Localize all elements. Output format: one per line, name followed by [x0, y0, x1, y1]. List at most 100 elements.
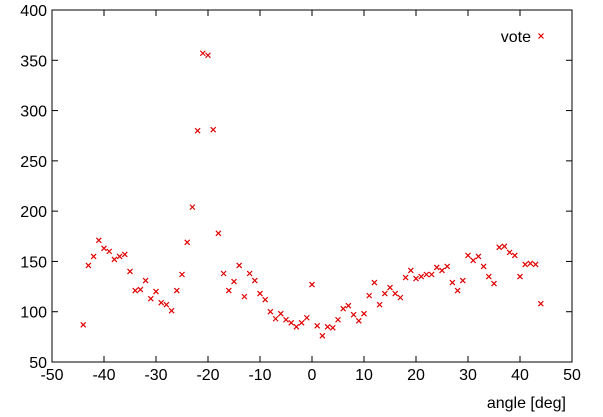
data-point [522, 261, 529, 268]
marker-stroke [506, 249, 513, 256]
marker-stroke [116, 253, 123, 260]
data-point [121, 251, 128, 258]
data-point [246, 270, 253, 277]
data-point [194, 127, 201, 134]
marker-stroke [158, 299, 165, 306]
marker-stroke [335, 316, 341, 323]
data-point [506, 249, 513, 256]
marker-stroke [153, 288, 159, 295]
marker-stroke [142, 277, 149, 284]
marker-stroke [387, 284, 393, 291]
y-tick-label: 200 [20, 204, 47, 221]
data-point [173, 287, 180, 294]
marker-stroke [173, 287, 180, 294]
data-point [459, 277, 466, 284]
data-point [231, 278, 237, 285]
data-point [465, 252, 471, 259]
data-point [361, 310, 367, 317]
marker-stroke [439, 267, 445, 274]
data-point [480, 263, 487, 270]
data-point [132, 287, 139, 294]
data-point [179, 271, 185, 278]
data-point [236, 262, 243, 269]
marker-stroke [511, 252, 518, 259]
marker-stroke [246, 270, 253, 277]
marker-stroke [220, 270, 227, 277]
data-point [116, 253, 123, 260]
marker-stroke [470, 257, 477, 264]
marker-stroke [527, 260, 534, 267]
x-tick-label: -10 [248, 367, 271, 384]
marker-stroke [532, 261, 539, 268]
marker-stroke [90, 253, 97, 260]
x-tick-label: 0 [308, 367, 317, 384]
marker-stroke [283, 316, 289, 323]
marker-stroke [163, 301, 170, 308]
marker-stroke [298, 319, 305, 326]
data-point [189, 204, 196, 211]
marker-stroke [179, 271, 185, 278]
marker-stroke [413, 275, 419, 282]
legend-label: vote [501, 29, 531, 46]
data-point [387, 284, 393, 291]
x-tick-label: 30 [459, 367, 477, 384]
marker-stroke [465, 252, 471, 259]
marker-stroke [397, 294, 404, 301]
data-point [350, 311, 357, 318]
marker-stroke [303, 314, 310, 321]
data-point [345, 302, 352, 309]
marker-stroke [111, 256, 118, 263]
marker-stroke [272, 315, 279, 322]
marker-stroke [496, 244, 503, 251]
marker-stroke [231, 278, 237, 285]
marker-stroke [433, 264, 440, 271]
data-point [257, 290, 263, 297]
marker-stroke [319, 332, 326, 339]
data-point [142, 277, 149, 284]
data-point [381, 290, 388, 297]
data-point [324, 323, 331, 330]
data-point [303, 314, 310, 321]
marker-stroke [361, 310, 367, 317]
axis-ticks: -50 -40 -30 -20 -10 0 10 20 30 40 50 50 100 150 200 250… [20, 3, 581, 384]
marker-stroke [101, 245, 107, 252]
x-tick-label: -30 [144, 367, 167, 384]
data-point [147, 295, 154, 302]
marker-stroke [257, 290, 263, 297]
y-tick-label: 300 [20, 104, 47, 121]
marker-stroke [215, 230, 222, 237]
y-tick-label: 400 [20, 3, 47, 20]
data-point [272, 315, 279, 322]
data-point [470, 257, 477, 264]
x-tick-label: 10 [355, 367, 373, 384]
data-point [366, 292, 373, 299]
data-point [335, 316, 341, 323]
x-tick-label: 50 [563, 367, 581, 384]
data-point [517, 273, 523, 280]
data-point [527, 260, 534, 267]
marker-stroke [147, 295, 154, 302]
data-point [220, 270, 227, 277]
legend-marker-symbol [538, 33, 544, 39]
marker-stroke [236, 262, 243, 269]
marker-stroke [371, 279, 378, 286]
marker-stroke [345, 302, 352, 309]
data-point [444, 263, 451, 270]
data-point [90, 253, 97, 260]
data-point [418, 273, 425, 280]
data-point [402, 274, 409, 281]
data-point [355, 317, 362, 324]
marker-stroke [277, 310, 284, 317]
marker-stroke [407, 267, 414, 274]
data-point [485, 273, 492, 280]
x-tick-label: -50 [40, 367, 63, 384]
data-point [475, 253, 482, 260]
data-point [329, 324, 336, 331]
data-point [491, 280, 497, 287]
marker-stroke [381, 290, 388, 297]
marker-stroke [537, 300, 544, 307]
marker-stroke [376, 301, 383, 308]
marker-stroke [137, 286, 144, 293]
data-point [199, 50, 206, 57]
